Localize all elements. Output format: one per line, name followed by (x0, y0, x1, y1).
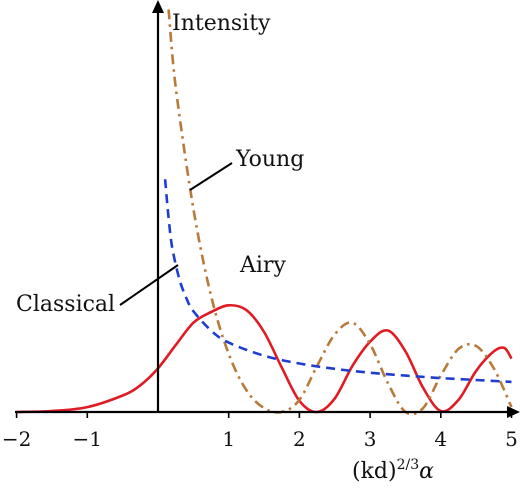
x-axis-label-exponent: 2/3 (397, 457, 420, 473)
x-tick-label: 3 (364, 427, 377, 451)
series-airy-line (16, 303, 513, 414)
x-axis-ticks: −2 −1 1 2 3 4 5 (2, 412, 518, 451)
classical-annotation: Classical (16, 292, 115, 317)
series-young-line (167, 9, 513, 416)
series-classical-line (163, 179, 512, 384)
x-tick-label: −2 (2, 427, 31, 451)
x-axis-label-symbol: α (419, 459, 434, 484)
x-tick-label: −1 (73, 427, 102, 451)
young-annotation: Young (235, 147, 304, 172)
x-tick-label: 5 (505, 427, 518, 451)
x-axis-label-base: (kd) (352, 459, 397, 484)
x-axis-label: (kd)2/3α (352, 457, 434, 484)
series-curves (16, 9, 513, 416)
y-axis-arrowhead (152, 0, 164, 13)
airy-annotation: Airy (239, 253, 286, 278)
x-tick-label: 1 (222, 427, 235, 451)
x-axis-arrowhead (507, 406, 520, 418)
x-tick-label: 2 (293, 427, 306, 451)
young-leader-line (189, 162, 233, 191)
x-tick-label: 4 (434, 427, 447, 451)
y-axis-label: Intensity (172, 11, 271, 36)
classical-leader-line (119, 264, 179, 306)
